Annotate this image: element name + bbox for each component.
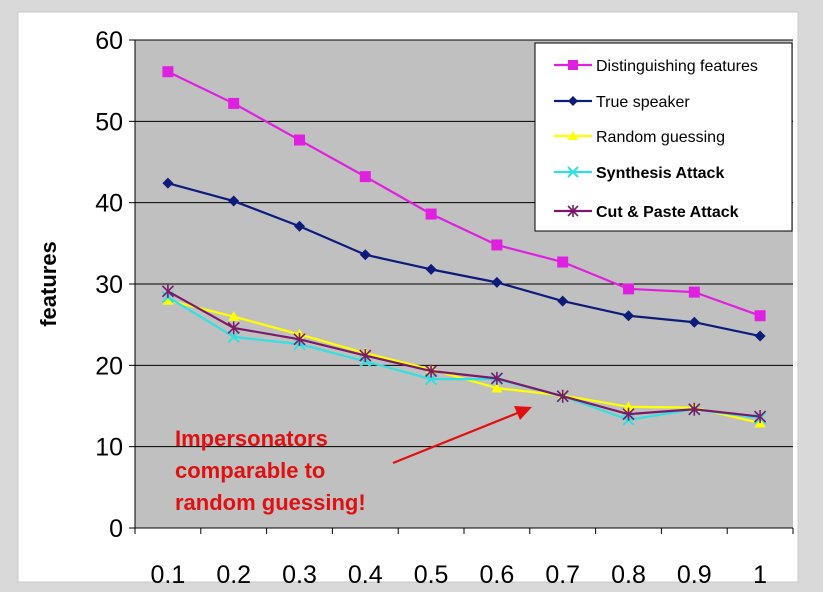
data-point bbox=[688, 316, 700, 328]
marker-stroke bbox=[567, 166, 579, 178]
legend-label: Cut & Paste Attack bbox=[596, 204, 739, 221]
data-point bbox=[227, 321, 240, 335]
series-0 bbox=[162, 66, 766, 322]
data-point bbox=[622, 407, 635, 421]
data-point bbox=[688, 286, 700, 298]
legend-entry: True speaker bbox=[554, 94, 690, 111]
data-point bbox=[491, 276, 503, 288]
data-point bbox=[294, 134, 305, 146]
x-tick-label: 0.8 bbox=[611, 561, 646, 589]
y-tick-label: 20 bbox=[95, 352, 123, 380]
x-tick-label: 0.1 bbox=[151, 561, 186, 589]
y-tick-label: 40 bbox=[95, 190, 123, 218]
data-point bbox=[228, 97, 240, 109]
x-tick-label: 0.3 bbox=[282, 561, 317, 589]
data-point bbox=[359, 171, 371, 183]
x-tick-label: 0.2 bbox=[216, 561, 251, 589]
data-point bbox=[754, 330, 766, 342]
legend-entry: Synthesis Attack bbox=[554, 165, 724, 182]
x-tick-label: 0.6 bbox=[480, 561, 515, 589]
annotation-text: random guessing! bbox=[175, 490, 366, 515]
data-point bbox=[623, 401, 634, 412]
data-point bbox=[568, 96, 578, 106]
data-point bbox=[162, 294, 174, 305]
data-point bbox=[359, 349, 372, 363]
y-axis-label: features bbox=[36, 241, 61, 327]
data-point bbox=[754, 410, 767, 424]
x-tick-label: 1 bbox=[753, 561, 767, 589]
data-point bbox=[568, 131, 578, 140]
x-tick-label: 0.4 bbox=[348, 561, 383, 589]
data-point bbox=[491, 382, 503, 393]
data-point bbox=[161, 284, 174, 298]
data-point bbox=[228, 311, 240, 321]
legend-label: True speaker bbox=[596, 94, 690, 111]
x-tick-label: 0.9 bbox=[677, 561, 712, 589]
data-point bbox=[228, 195, 240, 207]
legend-label: Synthesis Attack bbox=[596, 165, 724, 182]
y-tick-label: 30 bbox=[95, 271, 123, 299]
data-point bbox=[754, 310, 766, 322]
y-tick-label: 60 bbox=[95, 27, 123, 55]
series-1 bbox=[162, 177, 766, 342]
data-point bbox=[567, 166, 579, 178]
x-tick-label: 0.5 bbox=[414, 561, 449, 589]
data-point bbox=[568, 60, 578, 70]
series-line bbox=[167, 290, 761, 418]
legend-entry: Distinguishing features bbox=[554, 58, 758, 75]
data-point bbox=[557, 256, 569, 268]
series-4 bbox=[161, 284, 767, 424]
data-point bbox=[557, 295, 569, 307]
legend-label: Distinguishing features bbox=[596, 58, 758, 75]
y-tick-label: 10 bbox=[95, 434, 123, 462]
data-point bbox=[359, 249, 371, 261]
data-point bbox=[556, 389, 569, 403]
annotation-text: Impersonators bbox=[175, 426, 328, 451]
data-point bbox=[162, 177, 174, 189]
legend-label: Random guessing bbox=[596, 129, 725, 146]
series-line bbox=[167, 70, 761, 317]
data-point bbox=[425, 208, 437, 220]
legend-entry: Random guessing bbox=[554, 129, 725, 146]
data-point bbox=[162, 66, 174, 78]
data-point bbox=[567, 205, 579, 217]
data-point bbox=[293, 332, 306, 346]
series-line bbox=[167, 182, 761, 338]
legend-entry: Cut & Paste Attack bbox=[554, 204, 739, 221]
data-point bbox=[623, 310, 634, 322]
data-point bbox=[294, 220, 305, 232]
data-point bbox=[425, 263, 437, 275]
data-point bbox=[491, 239, 503, 251]
annotation-arrow-shaft bbox=[392, 410, 521, 465]
series-line bbox=[167, 296, 761, 421]
marker-stroke bbox=[227, 330, 240, 344]
x-tick-label: 0.7 bbox=[545, 561, 580, 589]
annotation-arrow-head bbox=[514, 406, 532, 420]
y-tick-label: 50 bbox=[95, 108, 123, 136]
data-point bbox=[688, 402, 701, 416]
annotation-text: comparable to bbox=[175, 458, 325, 483]
data-point bbox=[623, 283, 634, 295]
data-point bbox=[490, 371, 503, 385]
data-point bbox=[227, 330, 240, 344]
y-tick-label: 0 bbox=[109, 515, 123, 543]
data-point bbox=[425, 364, 438, 378]
